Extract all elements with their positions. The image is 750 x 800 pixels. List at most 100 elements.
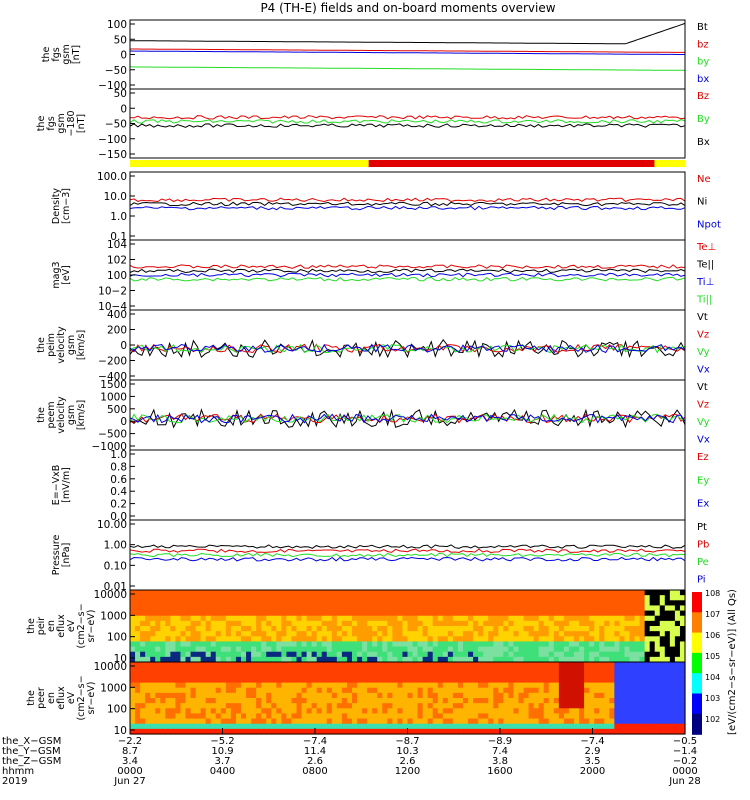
spectrogram-cell — [336, 651, 343, 658]
y-axis-label-line: [km/s] — [76, 400, 87, 430]
spectrogram-cell — [261, 600, 267, 607]
spectrogram-cell — [518, 600, 525, 607]
spectrogram-cell — [558, 698, 565, 704]
spectrogram-cell — [130, 605, 136, 612]
spectrogram-cell — [306, 646, 313, 653]
spectrogram-cell — [498, 636, 504, 643]
spectrogram-cell — [251, 651, 257, 658]
spectrogram-cell — [367, 620, 373, 627]
spectrogram-cell — [463, 713, 469, 720]
spectrogram-cell — [599, 728, 605, 735]
spectrogram-cell — [483, 672, 489, 679]
spectrogram-cell — [574, 672, 580, 679]
spectrogram-cell — [362, 687, 368, 694]
spectrogram-cell — [326, 708, 333, 715]
spectrogram-cell — [392, 687, 399, 694]
spectrogram-cell — [463, 682, 469, 689]
spectrogram-cell — [271, 672, 277, 679]
spectrogram-cell — [235, 687, 242, 694]
spectrogram-cell — [473, 703, 479, 709]
spectrogram-cell — [362, 692, 368, 699]
spectrogram-cell — [367, 590, 373, 596]
ephem-value: −1.4 — [673, 746, 697, 757]
spectrogram-cell — [200, 687, 207, 694]
spectrogram-cell — [235, 590, 242, 596]
spectrogram-cell — [346, 682, 353, 689]
spectrogram-cell — [195, 651, 202, 658]
spectrogram-cell — [412, 682, 419, 689]
spectrogram-cell — [463, 626, 469, 632]
colorbar-band — [692, 652, 702, 674]
spectrogram-cell — [503, 692, 510, 699]
spectrogram-cell — [402, 595, 409, 601]
spectrogram-cell — [553, 708, 560, 715]
spectrogram-cell — [488, 713, 494, 720]
spectrogram-cell — [442, 667, 449, 673]
spectrogram-cell — [296, 667, 303, 673]
spectrogram-cell — [407, 600, 414, 607]
spectrogram-cell — [367, 662, 373, 668]
spectrogram-cell — [533, 615, 540, 622]
spectrogram-cell — [276, 631, 282, 637]
spectrogram-cell — [417, 692, 424, 699]
spectrogram-cell — [508, 682, 515, 689]
spectrogram-cell — [604, 641, 610, 648]
spectrogram-cell — [447, 692, 454, 699]
spectrogram-cell — [382, 656, 388, 663]
spectrogram-cell — [624, 610, 631, 617]
spectrogram-cell — [225, 698, 232, 704]
spectrogram-cell — [548, 631, 555, 637]
spectrogram-cell — [346, 651, 353, 658]
spectrogram-cell — [392, 718, 399, 725]
spectrogram-cell — [639, 590, 646, 596]
spectrogram-cell — [422, 692, 429, 699]
spectrogram-cell — [301, 595, 308, 601]
spectrogram-cell — [498, 646, 504, 653]
spectrogram-cell — [175, 698, 182, 704]
spectrogram-cell — [205, 667, 212, 673]
spectrogram-cell — [538, 595, 545, 601]
spectrogram-cell — [140, 672, 146, 679]
spectrogram-cell — [230, 615, 237, 622]
spectrogram-cell — [205, 708, 212, 715]
series-Vt-line — [129, 408, 686, 429]
spectrogram-cell — [604, 590, 610, 596]
spectrogram-cell — [563, 636, 570, 643]
spectrogram-cell — [331, 646, 338, 653]
spectrogram-cell — [155, 728, 161, 735]
spectrogram-cell — [246, 687, 252, 694]
spectrogram-cell — [367, 682, 373, 689]
spectrogram-cell — [614, 672, 621, 679]
spectrogram-cell — [457, 662, 464, 668]
spectrogram-cell — [548, 620, 555, 627]
spectrogram-cell — [326, 620, 333, 627]
spectrogram-cell — [463, 728, 469, 735]
legend-Pt: Pt — [697, 522, 707, 533]
spectrogram-cell — [165, 620, 171, 627]
spectrogram-cell — [548, 687, 555, 694]
spectrogram-cell — [357, 615, 363, 622]
spectrogram-cell — [579, 636, 585, 643]
spectrogram-cell — [377, 620, 383, 627]
spectrogram-cell — [195, 708, 202, 715]
spectrogram-cell — [619, 595, 626, 601]
spectrogram-cell — [664, 692, 671, 699]
spectrogram-cell — [437, 713, 444, 720]
spectrogram-cell — [256, 687, 262, 694]
colorbar-tick: 103 — [705, 694, 720, 703]
colorbar-tick: 104 — [705, 673, 720, 682]
spectrogram-cell — [417, 662, 424, 668]
spectrogram-cell — [654, 677, 661, 684]
spectrogram-cell — [336, 713, 343, 720]
spectrogram-cell — [271, 631, 277, 637]
y-tick-label: 50 — [114, 34, 127, 46]
spectrogram-cell — [321, 646, 328, 653]
spectrogram-cell — [442, 662, 449, 668]
spectrogram-cell — [533, 600, 540, 607]
spectrogram-cell — [301, 662, 308, 668]
spectrogram-cell — [558, 672, 565, 679]
spectrogram-cell — [402, 718, 409, 725]
spectrogram-cell — [568, 615, 575, 622]
y-axis-label: the peir en eflux eV (cm2−s− sr−eV) — [26, 603, 97, 648]
spectrogram-cell — [200, 718, 207, 725]
